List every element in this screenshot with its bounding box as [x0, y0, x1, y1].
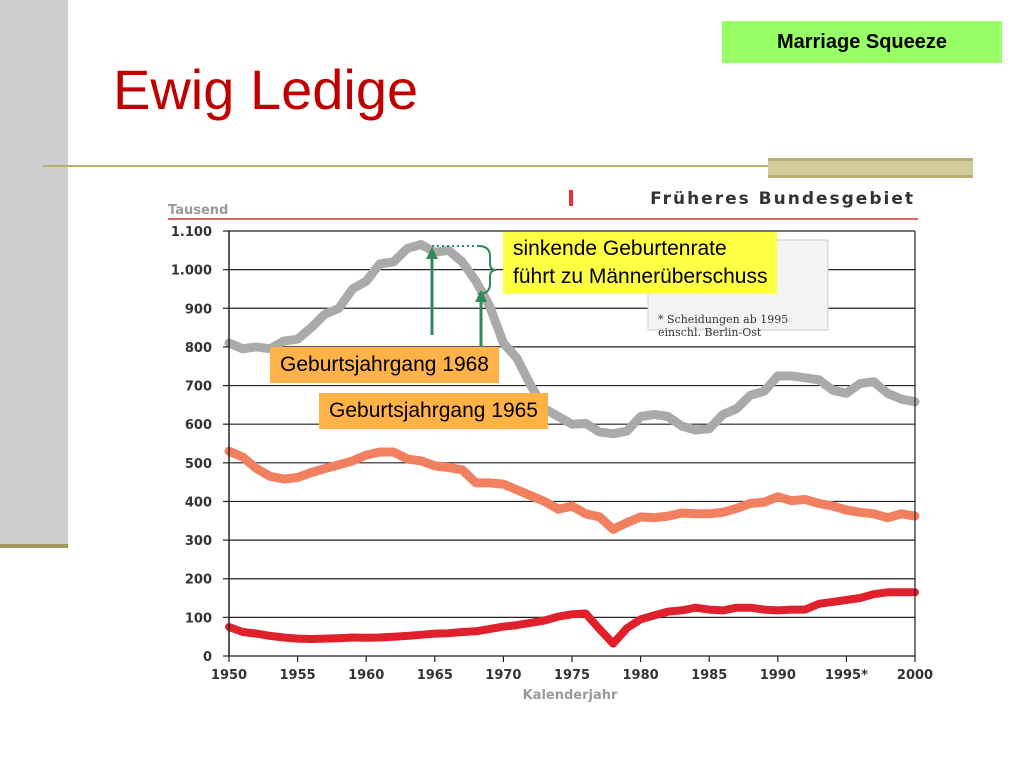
- annotation-arrows: [426, 245, 497, 352]
- series-line-3: [225, 588, 919, 648]
- note-line-1: sinkende Geburtenrate: [513, 237, 727, 260]
- x-tick-label: 1960: [348, 668, 384, 683]
- decorative-side-bar-line: [0, 544, 68, 548]
- brace-icon: [477, 245, 497, 295]
- y-tick-label: 600: [185, 418, 212, 433]
- y-tick-label: 0: [203, 650, 212, 665]
- arrow-1968-head: [475, 290, 487, 302]
- y-tick-label: 1.000: [171, 264, 212, 279]
- annotation-note: sinkende Geburtenrate führt zu Männerübe…: [503, 232, 778, 294]
- chart-title-marker: [569, 190, 573, 206]
- y-tick-label: 200: [185, 573, 212, 588]
- y-tick-label: 300: [185, 534, 212, 549]
- x-axis-label: Kalenderjahr: [523, 688, 618, 703]
- callout-1968: Geburtsjahrgang 1968: [270, 347, 499, 383]
- x-tick-label: 1950: [211, 668, 247, 683]
- callout-1965: Geburtsjahrgang 1965: [319, 393, 548, 429]
- x-tick-label: 1995*: [825, 668, 868, 683]
- y-tick-label: 500: [185, 457, 212, 472]
- y-axis-label: Tausend: [168, 203, 228, 218]
- y-tick-label: 1.100: [171, 225, 212, 240]
- decorative-side-bar: [0, 0, 68, 548]
- x-tick-label: 1970: [485, 668, 521, 683]
- x-tick-label: 2000: [897, 668, 933, 683]
- x-tick-label: 1990: [760, 668, 796, 683]
- chart-title: Früheres Bundesgebiet: [650, 189, 915, 209]
- y-tick-label: 800: [185, 341, 212, 356]
- x-tick-label: 1975: [554, 668, 590, 683]
- header-rule: [43, 165, 973, 167]
- topic-tag: Marriage Squeeze: [722, 21, 1002, 63]
- note-line-2: führt zu Männerüberschuss: [513, 265, 768, 288]
- series-line-1: [224, 240, 920, 439]
- header-rule-block: [768, 158, 973, 178]
- y-tick-label: 100: [185, 611, 212, 626]
- series-line-2: [224, 446, 920, 534]
- x-tick-label: 1965: [417, 668, 453, 683]
- x-tick-label: 1955: [280, 668, 316, 683]
- footnote-line-2: einschl. Berlin-Ost: [658, 326, 762, 339]
- x-tick-label: 1980: [623, 668, 659, 683]
- y-tick-label: 400: [185, 495, 212, 510]
- y-tick-label: 700: [185, 380, 212, 395]
- y-tick-label: 900: [185, 302, 212, 317]
- x-tick-label: 1985: [691, 668, 727, 683]
- slide-title: Ewig Ledige: [113, 58, 419, 121]
- footnote-line-1: * Scheidungen ab 1995: [658, 313, 788, 326]
- arrow-1965-head: [426, 247, 438, 259]
